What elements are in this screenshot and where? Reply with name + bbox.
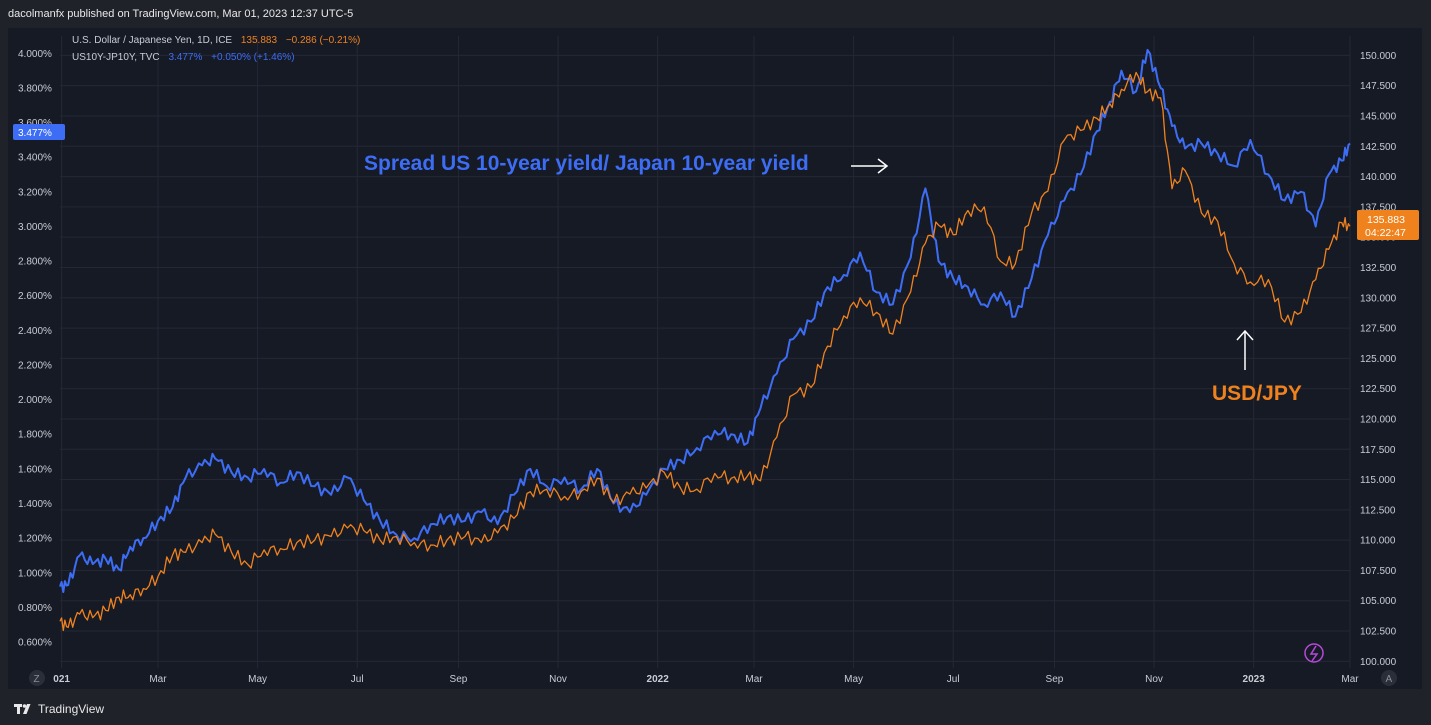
right-tick-label: 105.000 (1360, 596, 1397, 607)
right-tick-label: 115.000 (1360, 475, 1396, 486)
left-tick-label: 3.800% (18, 83, 52, 94)
legend-usdjpy-name: U.S. Dollar / Japanese Yen, 1D, ICE (72, 35, 232, 46)
left-tick-label: 0.800% (18, 603, 52, 614)
right-tick-label: 132.500 (1360, 263, 1397, 274)
x-tick-label: 2022 (647, 674, 670, 685)
footer-bar: TradingView (0, 689, 1431, 725)
x-tick-label: Mar (1341, 674, 1359, 685)
usdjpy-annotation: USD/JPY (1212, 382, 1302, 405)
auto-scale-button[interactable]: A (1381, 670, 1397, 686)
x-tick-label: 2023 (1243, 674, 1266, 685)
lightning-icon[interactable] (1304, 643, 1324, 663)
right-tick-label: 142.500 (1360, 142, 1397, 153)
legend-spread-change: +0.050% (+1.46%) (211, 52, 294, 63)
x-tick-label: Mar (745, 674, 763, 685)
spread-series-line (59, 48, 1351, 593)
right-tick-label: 125.000 (1360, 354, 1397, 365)
right-axis[interactable]: 100.000 102.500 105.000 107.500 110.000 112.5… (1360, 51, 1397, 668)
right-badge-countdown: 04:22:47 (1365, 227, 1406, 239)
header-bar: dacolmanfx published on TradingView.com,… (0, 0, 1431, 28)
right-tick-label: 120.000 (1360, 414, 1397, 425)
right-tick-label: 100.000 (1360, 657, 1397, 668)
left-tick-label: 3.000% (18, 222, 52, 233)
spread-annotation: Spread US 10-year yield/ Japan 10-year y… (364, 152, 809, 175)
x-axis[interactable]: 021 Mar May Jul Sep Nov 2022 Mar May Jul Sep Nov 202… (53, 674, 1359, 685)
left-tick-label: 1.200% (18, 534, 52, 545)
right-tick-label: 112.500 (1360, 505, 1396, 516)
right-arrow-icon (851, 158, 889, 174)
legend-spread-name: US10Y-JP10Y, TVC (72, 52, 160, 63)
right-tick-label: 102.500 (1360, 627, 1397, 638)
left-tick-label: 3.200% (18, 187, 52, 198)
right-tick-label: 147.500 (1360, 81, 1397, 92)
x-tick-label: Mar (149, 674, 167, 685)
log-scale-button-label: Z (34, 674, 40, 685)
left-tick-label: 1.800% (18, 430, 52, 441)
right-value-badge: 135.883 04:22:47 (1357, 210, 1419, 240)
left-tick-label: 2.000% (18, 395, 52, 406)
left-tick-label: 1.400% (18, 499, 52, 510)
log-scale-button[interactable]: Z (29, 670, 45, 686)
x-tick-label: Sep (450, 674, 468, 685)
right-tick-label: 150.000 (1360, 51, 1397, 62)
right-tick-label: 145.000 (1360, 111, 1397, 122)
tradingview-logo[interactable]: TradingView (14, 702, 104, 716)
left-tick-label: 2.200% (18, 360, 52, 371)
x-tick-label: Sep (1046, 674, 1064, 685)
right-tick-label: 137.500 (1360, 202, 1397, 213)
x-tick-label: 021 (53, 674, 70, 685)
left-badge-text: 3.477% (18, 128, 52, 139)
x-tick-label: May (248, 674, 267, 685)
right-tick-label: 117.500 (1360, 445, 1396, 456)
chart-panel[interactable]: 0.600% 0.800% 1.000% 1.200% 1.400% 1.600% 1.80… (8, 28, 1422, 689)
left-tick-label: 2.400% (18, 326, 52, 337)
legend-spread[interactable]: US10Y-JP10Y, TVC 3.477% +0.050% (+1.46%) (72, 52, 295, 63)
legend-usdjpy[interactable]: U.S. Dollar / Japanese Yen, 1D, ICE 135.… (72, 35, 360, 46)
legend-usdjpy-change: −0.286 (−0.21%) (286, 35, 361, 46)
publisher-line: dacolmanfx published on TradingView.com,… (8, 8, 354, 20)
series-layer (59, 48, 1351, 632)
left-tick-label: 1.600% (18, 464, 52, 475)
left-tick-label: 2.800% (18, 257, 52, 268)
right-badge-price: 135.883 (1367, 214, 1405, 226)
tradingview-logo-icon (14, 704, 31, 714)
legend-spread-price: 3.477% (168, 52, 202, 63)
left-tick-label: 3.400% (18, 153, 52, 164)
left-axis[interactable]: 0.600% 0.800% 1.000% 1.200% 1.400% 1.600% 1.80… (18, 49, 52, 649)
right-tick-label: 127.500 (1360, 324, 1397, 335)
x-tick-label: Nov (1145, 674, 1163, 685)
grid-lines (60, 36, 1351, 668)
legend-usdjpy-price: 135.883 (241, 35, 278, 46)
right-tick-label: 130.000 (1360, 293, 1397, 304)
right-tick-label: 140.000 (1360, 172, 1397, 183)
x-tick-label: Jul (351, 674, 364, 685)
left-tick-label: 0.600% (18, 638, 52, 649)
auto-scale-button-label: A (1386, 674, 1393, 685)
x-tick-label: May (844, 674, 863, 685)
right-tick-label: 107.500 (1360, 566, 1397, 577)
footer-brand-text: TradingView (38, 702, 105, 716)
x-tick-label: Nov (549, 674, 567, 685)
up-arrow-icon (1236, 329, 1254, 370)
x-tick-label: Jul (947, 674, 960, 685)
left-value-badge: 3.477% (13, 124, 65, 140)
left-tick-label: 4.000% (18, 49, 52, 60)
left-tick-label: 1.000% (18, 568, 52, 579)
right-tick-label: 110.000 (1360, 536, 1396, 547)
left-tick-label: 3.600% (18, 118, 52, 129)
left-tick-label: 2.600% (18, 291, 52, 302)
right-tick-label: 122.500 (1360, 384, 1397, 395)
usdjpy-series-line (59, 71, 1351, 632)
price-chart[interactable]: 0.600% 0.800% 1.000% 1.200% 1.400% 1.600% 1.80… (8, 28, 1422, 689)
